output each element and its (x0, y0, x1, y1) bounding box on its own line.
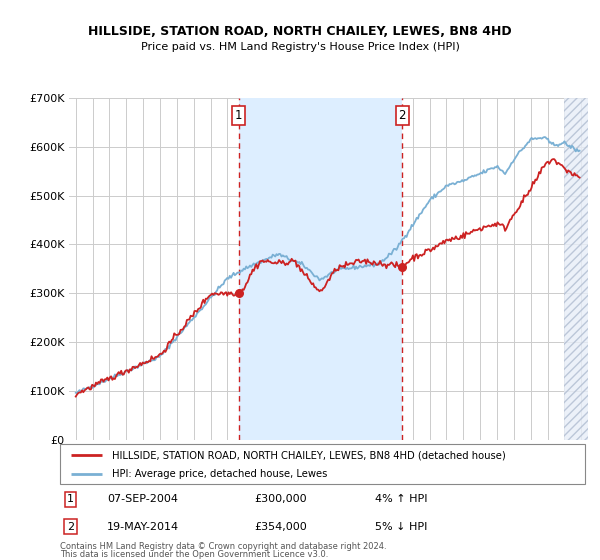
Point (398, 263, 407, 272)
FancyBboxPatch shape (60, 444, 585, 484)
Text: £300,000: £300,000 (254, 494, 307, 504)
Text: Price paid vs. HM Land Registry's House Price Index (HPI): Price paid vs. HM Land Registry's House … (140, 42, 460, 52)
Bar (565, 98, 588, 440)
Text: 1: 1 (235, 109, 242, 122)
Text: 07-SEP-2004: 07-SEP-2004 (107, 494, 178, 504)
Text: HILLSIDE, STATION ROAD, NORTH CHAILEY, LEWES, BN8 4HD: HILLSIDE, STATION ROAD, NORTH CHAILEY, L… (88, 25, 512, 38)
Text: Contains HM Land Registry data © Crown copyright and database right 2024.: Contains HM Land Registry data © Crown c… (60, 542, 386, 551)
Text: 5% ↓ HPI: 5% ↓ HPI (375, 522, 427, 532)
Text: HILLSIDE, STATION ROAD, NORTH CHAILEY, LEWES, BN8 4HD (detached house): HILLSIDE, STATION ROAD, NORTH CHAILEY, L… (113, 450, 506, 460)
Text: HPI: Average price, detached house, Lewes: HPI: Average price, detached house, Lewe… (113, 469, 328, 479)
Text: £354,000: £354,000 (254, 522, 307, 532)
Text: 2: 2 (398, 109, 406, 122)
Text: 19-MAY-2014: 19-MAY-2014 (107, 522, 179, 532)
Text: This data is licensed under the Open Government Licence v3.0.: This data is licensed under the Open Gov… (60, 550, 328, 559)
Text: 2: 2 (67, 522, 74, 532)
Bar (239, 98, 403, 440)
Point (234, 289, 244, 298)
Text: 4% ↑ HPI: 4% ↑ HPI (375, 494, 427, 504)
Text: 1: 1 (67, 494, 74, 504)
